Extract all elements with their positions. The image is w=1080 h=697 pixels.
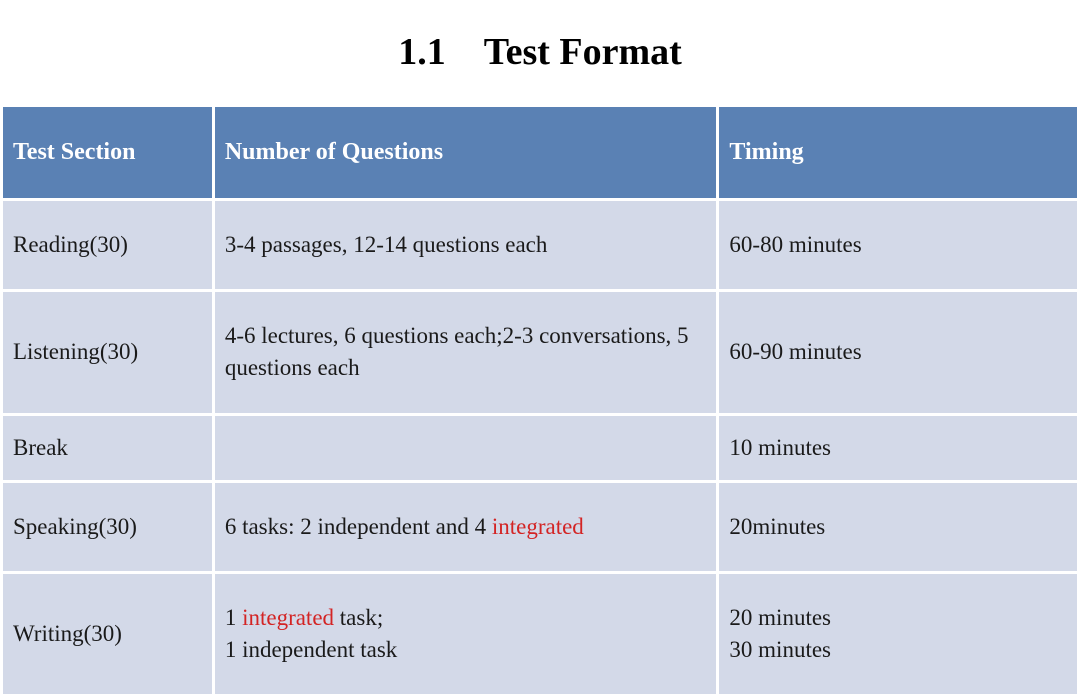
cell-questions: 3-4 passages, 12-14 questions each — [215, 201, 717, 289]
table-row: Break 10 minutes — [3, 416, 1077, 480]
cell-section: Listening(30) — [3, 292, 212, 412]
cell-section: Writing(30) — [3, 574, 212, 694]
cell-questions: 1 integrated task;1 independent task — [215, 574, 717, 694]
cell-questions — [215, 416, 717, 480]
table-row: Listening(30) 4-6 lectures, 6 questions … — [3, 292, 1077, 412]
cell-timing: 10 minutes — [719, 416, 1077, 480]
cell-timing: 60-80 minutes — [719, 201, 1077, 289]
cell-questions: 4-6 lectures, 6 questions each;2-3 conve… — [215, 292, 717, 412]
cell-section: Break — [3, 416, 212, 480]
highlight-text: integrated — [492, 514, 584, 539]
cell-section: Speaking(30) — [3, 483, 212, 571]
page-title: 1.1 Test Format — [0, 0, 1080, 104]
cell-questions: 6 tasks: 2 independent and 4 integrated — [215, 483, 717, 571]
highlight-text: integrated — [242, 605, 334, 630]
cell-timing: 20minutes — [719, 483, 1077, 571]
header-questions: Number of Questions — [215, 107, 717, 198]
cell-timing: 20 minutes30 minutes — [719, 574, 1077, 694]
header-timing: Timing — [719, 107, 1077, 198]
test-format-table: Test Section Number of Questions Timing … — [0, 104, 1080, 697]
header-section: Test Section — [3, 107, 212, 198]
cell-text: 3-4 passages, 12-14 questions each — [225, 232, 548, 257]
table-row: Speaking(30) 6 tasks: 2 independent and … — [3, 483, 1077, 571]
cell-text: 1 — [225, 605, 242, 630]
cell-timing: 60-90 minutes — [719, 292, 1077, 412]
table-body: Reading(30) 3-4 passages, 12-14 question… — [3, 201, 1077, 694]
table-row: Writing(30) 1 integrated task;1 independ… — [3, 574, 1077, 694]
table-header-row: Test Section Number of Questions Timing — [3, 107, 1077, 198]
cell-text: 4-6 lectures, 6 questions each;2-3 conve… — [225, 323, 689, 380]
cell-section: Reading(30) — [3, 201, 212, 289]
table-row: Reading(30) 3-4 passages, 12-14 question… — [3, 201, 1077, 289]
cell-text: 6 tasks: 2 independent and 4 — [225, 514, 492, 539]
